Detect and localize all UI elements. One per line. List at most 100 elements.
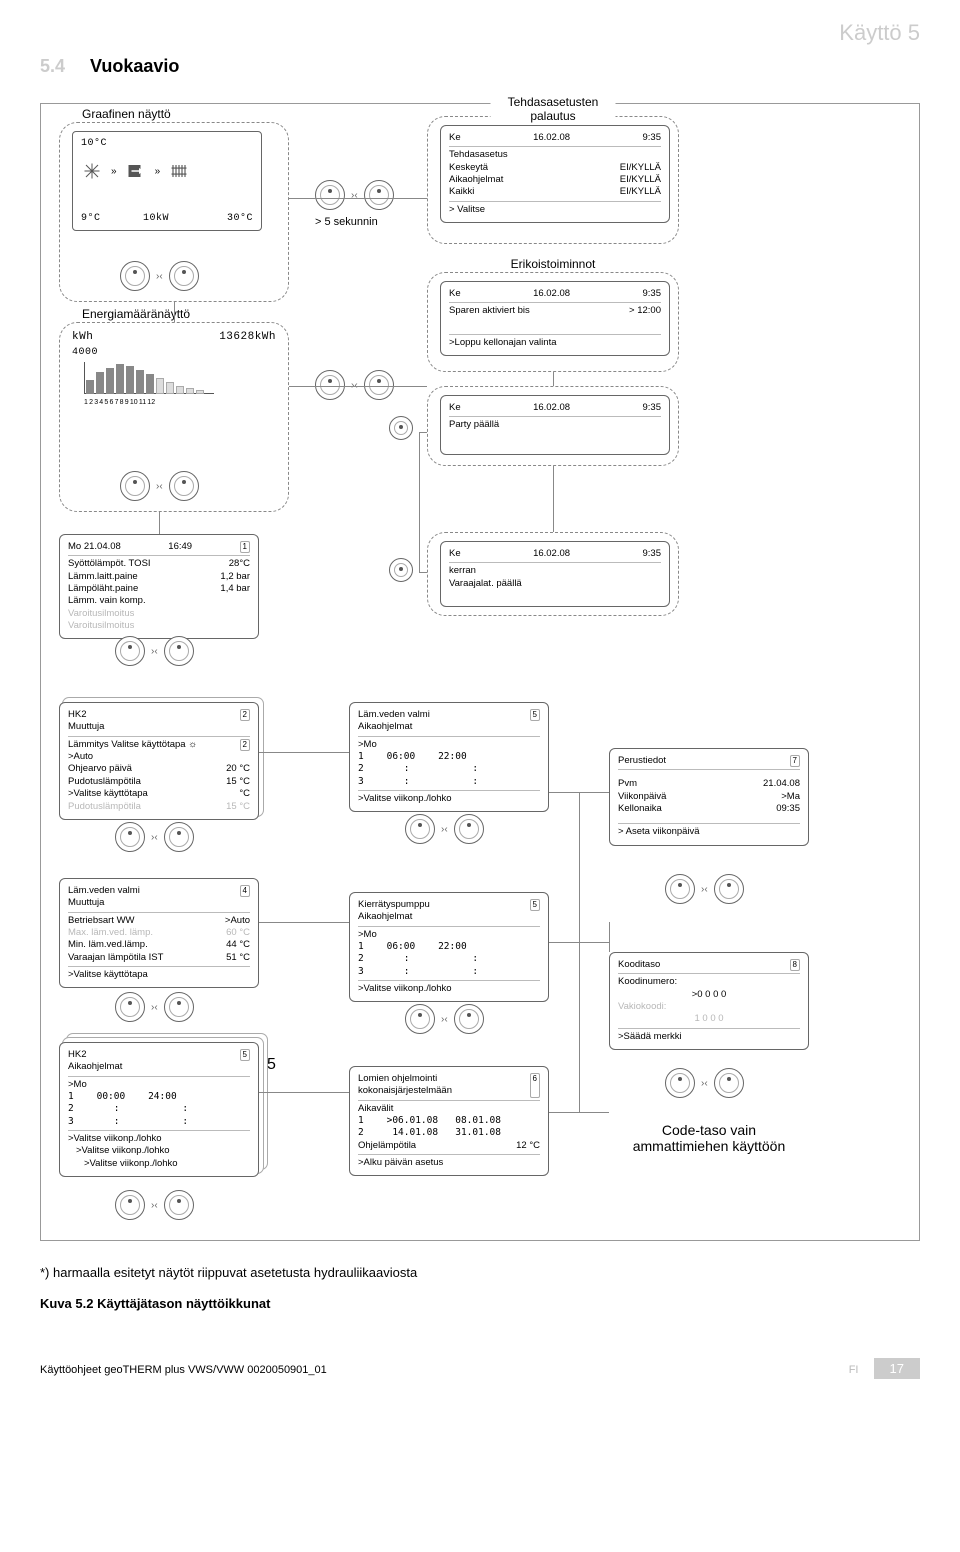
hol-r3r: 12 °C — [516, 1140, 540, 1152]
knob-dial[interactable] — [405, 1004, 435, 1034]
hk2-param-screen: HK22 Muuttuja Lämmitys Valitse käyttötap… — [59, 702, 259, 820]
hk2t-title: HK2 — [68, 1049, 86, 1061]
hk2t-page: 5 — [240, 1049, 250, 1061]
footer-lang: FI — [849, 1364, 859, 1376]
code-r4: 1 0 0 0 — [618, 1013, 800, 1025]
flow-line — [549, 1112, 609, 1113]
nav-icon: ›‹ — [151, 832, 158, 843]
knob-dial[interactable] — [164, 992, 194, 1022]
energy-bar — [106, 368, 114, 394]
knob-dial[interactable] — [315, 370, 345, 400]
knob-dial[interactable] — [169, 261, 199, 291]
nav-icon: ›‹ — [441, 1014, 448, 1025]
hol-page: 6 — [530, 1073, 540, 1098]
ww-foot: >Valitse käyttötapa — [68, 969, 250, 981]
knob-dial[interactable] — [169, 471, 199, 501]
basic-r3l: Kellonaika — [618, 803, 662, 815]
hk2t-t3: 3 : : — [68, 1116, 250, 1128]
footer-left-text: Käyttöohjeet geoTHERM plus VWS/VWW 00200… — [40, 1364, 327, 1376]
hk2a-r5r: °C — [239, 788, 250, 800]
nav-icon: ›‹ — [151, 1002, 158, 1013]
hk2t-foot3: >Valitse viikonp./lohko — [84, 1158, 250, 1170]
energy-display-label: Energiamääränäyttö — [76, 307, 196, 321]
knob-dial[interactable] — [164, 636, 194, 666]
hk2a-r4r: 15 °C — [226, 776, 250, 788]
special-title: Erikoistoiminnot — [505, 257, 602, 271]
factory-reset-group: Tehdasasetusten palautus Ke16.02.089:35 … — [427, 116, 679, 244]
knob-dial[interactable] — [115, 822, 145, 852]
special-functions-group: Erikoistoiminnot Ke16.02.089:35 Sparen a… — [427, 272, 679, 372]
hk2t-foot2: >Valitse viikonp./lohko — [76, 1145, 250, 1157]
hk2a-r2l: >Auto — [68, 751, 250, 763]
knob-dial[interactable] — [454, 1004, 484, 1034]
knob-dial[interactable] — [115, 636, 145, 666]
fs-row1-l: Keskeytä — [449, 162, 488, 174]
energy-tick: 11 — [139, 399, 146, 406]
ct-t2: 2 : : — [358, 953, 540, 965]
energy-tick: 6 — [109, 399, 113, 406]
sp-date: 16.02.08 — [533, 288, 570, 300]
hk2t-sub: Aikaohjelmat — [68, 1061, 250, 1073]
wwt-page: 5 — [530, 709, 540, 721]
energy-tick: 5 — [104, 399, 108, 406]
knob-dial[interactable] — [454, 814, 484, 844]
hk2t-t2: 2 : : — [68, 1103, 250, 1115]
code-r1: Koodinumero: — [618, 976, 800, 988]
holiday-screen: Lomien ohjelmointikokonaisjärjestelmään6… — [349, 1066, 549, 1176]
hk2t-day: >Mo — [68, 1079, 250, 1091]
hol-title2: kokonaisjärjestelmään — [358, 1085, 452, 1097]
knob-dial[interactable] — [389, 558, 413, 582]
time-hint-label: > 5 sekunnin — [315, 216, 378, 228]
energy-axis-y: 4000 — [72, 347, 276, 358]
wwt-foot: >Valitse viikonp./lohko — [358, 793, 540, 805]
flow-diagram-frame: Graafinen näyttö 10°C » » — [40, 103, 920, 1241]
knob-dial[interactable] — [665, 874, 695, 904]
knob-dial[interactable] — [120, 261, 150, 291]
gd-bottom-left: 9°C — [81, 213, 101, 224]
chevron-right-icon: » — [111, 166, 117, 177]
knob-dial[interactable] — [115, 992, 145, 1022]
snowflake-icon — [83, 162, 101, 180]
wwt-title: Läm.veden valmi — [358, 709, 430, 721]
party-group: Ke16.02.089:35 Party päällä — [427, 386, 679, 466]
subsection-heading: 5.4 Vuokaavio — [40, 56, 920, 77]
footnote-text: *) harmaalla esitetyt näytöt riippuvat a… — [40, 1265, 920, 1280]
knob-dial[interactable] — [164, 822, 194, 852]
energy-tick: 8 — [120, 399, 124, 406]
sp-foot: >Loppu kellonajan valinta — [449, 337, 661, 349]
code-title: Kooditaso — [618, 959, 660, 971]
flow-line — [259, 752, 349, 753]
knob-dial[interactable] — [389, 416, 413, 440]
knob-dial[interactable] — [665, 1068, 695, 1098]
radiator-icon — [170, 162, 188, 180]
hk2a-r5l: >Valitse käyttötapa — [68, 788, 148, 800]
knob-dial[interactable] — [120, 471, 150, 501]
basic-foot: > Aseta viikonpäivä — [618, 826, 800, 838]
fs-row2-r: EI/KYLLÄ — [620, 174, 661, 186]
ww-r4l: Varaajan lämpötila IST — [68, 952, 163, 964]
knob-dial[interactable] — [364, 370, 394, 400]
nav-icon: ›‹ — [156, 271, 163, 282]
knob-dial[interactable] — [714, 874, 744, 904]
knob-dial[interactable] — [364, 180, 394, 210]
hk2a-r3l: Ohjearvo päivä — [68, 763, 132, 775]
ct-sub: Aikaohjelmat — [358, 911, 540, 923]
ct-t3: 3 : : — [358, 966, 540, 978]
gd-mid: 10kW — [143, 213, 169, 224]
kerran-group: Ke16.02.089:35 kerran Varaajalat. päällä — [427, 532, 679, 616]
code-note-l1: Code-taso vain — [619, 1122, 799, 1138]
knob-dial[interactable] — [164, 1190, 194, 1220]
knob-dial[interactable] — [405, 814, 435, 844]
knob-dial[interactable] — [714, 1068, 744, 1098]
sp-time: 9:35 — [642, 288, 661, 300]
fs-row0-l: Tehdasasetus — [449, 149, 508, 161]
knob-dial[interactable] — [115, 1190, 145, 1220]
graphic-display-screen: 10°C » » 9°C — [72, 131, 262, 231]
hk2a-r4l: Pudotuslämpötila — [68, 776, 141, 788]
energy-bar — [146, 374, 154, 394]
knob-dial[interactable] — [315, 180, 345, 210]
party-line: Party päällä — [449, 419, 661, 431]
st-r0l: Syöttölämpöt. TOSI — [68, 558, 151, 570]
hol-sub: Aikavälit — [358, 1103, 540, 1115]
flow-line — [289, 386, 427, 387]
